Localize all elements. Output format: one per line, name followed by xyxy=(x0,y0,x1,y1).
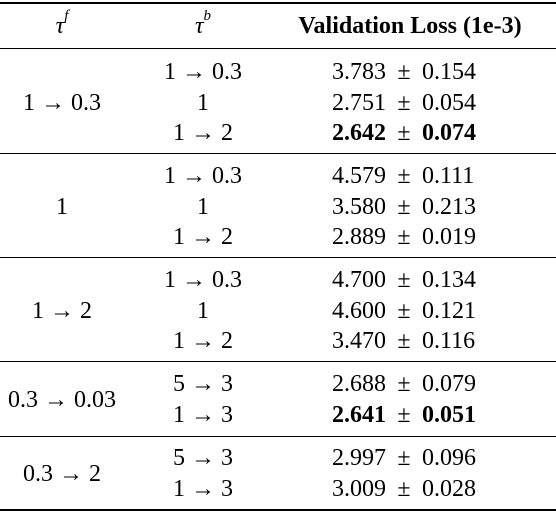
loss-std: 0.028 xyxy=(422,475,476,502)
validation-loss-cell: 4.600 ±0.121 xyxy=(318,296,476,326)
loss-mean: 4.600 xyxy=(332,297,386,324)
loss-mean: 2.641 xyxy=(332,401,386,428)
group-separator xyxy=(0,361,556,362)
loss-mean: 2.688 xyxy=(332,371,386,397)
loss-std: 0.213 xyxy=(422,193,476,220)
loss-std: 0.019 xyxy=(422,224,476,250)
validation-loss-cell: 3.470 ±0.116 xyxy=(318,326,475,356)
group-separator xyxy=(0,153,556,154)
validation-loss-cell: 2.641 ±0.051 xyxy=(318,400,476,430)
tau-f-cell: 0.3 → 2 xyxy=(23,460,101,487)
validation-loss-cell: 3.580 ±0.213 xyxy=(318,192,476,222)
tau-b-cell: 1 xyxy=(197,89,209,116)
loss-mean: 3.783 xyxy=(332,59,386,85)
loss-std: 0.051 xyxy=(422,401,476,428)
plus-minus-symbol: ± xyxy=(397,328,411,354)
tau-f-cell: 1 → 2 xyxy=(32,297,92,324)
loss-mean: 2.997 xyxy=(332,445,386,471)
plus-minus-symbol: ± xyxy=(397,445,411,471)
header-validation-loss: Validation Loss (1e-3) xyxy=(298,13,522,39)
loss-std: 0.054 xyxy=(422,89,476,116)
plus-minus-symbol: ± xyxy=(397,475,411,502)
tau-f-cell: 1 xyxy=(56,193,68,220)
header-tau-f-sup: f xyxy=(64,8,69,24)
loss-std: 0.121 xyxy=(422,297,476,324)
bottom-rule xyxy=(0,509,556,511)
validation-loss-cell: 4.579 ±0.111 xyxy=(318,161,474,191)
loss-std: 0.074 xyxy=(422,120,476,146)
loss-mean: 4.700 xyxy=(332,267,386,293)
plus-minus-symbol: ± xyxy=(397,163,411,189)
plus-minus-symbol: ± xyxy=(397,297,411,324)
loss-std: 0.096 xyxy=(422,445,476,471)
validation-loss-cell: 4.700 ±0.134 xyxy=(318,265,476,295)
loss-mean: 2.889 xyxy=(332,224,386,250)
group-separator xyxy=(0,257,556,258)
validation-loss-cell: 2.642 ±0.074 xyxy=(318,118,476,148)
validation-loss-cell: 3.009 ±0.028 xyxy=(318,474,476,504)
header-tau-f: τf xyxy=(56,8,69,44)
plus-minus-symbol: ± xyxy=(397,267,411,293)
validation-loss-cell: 3.783 ±0.154 xyxy=(318,57,476,87)
group-separator xyxy=(0,436,556,437)
tau-f-cell: 0.3 → 0.03 xyxy=(8,386,116,413)
plus-minus-symbol: ± xyxy=(397,59,411,85)
tau-b-cell: 1 → 0.3 xyxy=(164,163,242,189)
tau-b-cell: 1 xyxy=(197,193,209,220)
loss-std: 0.111 xyxy=(422,163,475,189)
validation-loss-cell: 2.997 ±0.096 xyxy=(318,443,476,473)
tau-b-cell: 1 → 2 xyxy=(173,224,233,250)
plus-minus-symbol: ± xyxy=(397,371,411,397)
tau-b-cell: 1 → 3 xyxy=(173,475,233,502)
validation-loss-cell: 2.889 ±0.019 xyxy=(318,222,476,252)
tau-b-cell: 1 → 2 xyxy=(173,328,233,354)
loss-std: 0.079 xyxy=(422,371,476,397)
plus-minus-symbol: ± xyxy=(397,193,411,220)
tau-b-cell: 5 → 3 xyxy=(173,445,233,471)
loss-std: 0.116 xyxy=(422,328,476,354)
loss-std: 0.134 xyxy=(422,267,476,293)
loss-mean: 2.642 xyxy=(332,120,386,146)
tau-b-cell: 1 xyxy=(197,297,209,324)
header-tau-f-symbol: τ xyxy=(55,13,65,39)
tau-b-cell: 1 → 2 xyxy=(173,120,233,146)
loss-mean: 3.580 xyxy=(332,193,386,220)
loss-std: 0.154 xyxy=(422,59,476,85)
header-tau-b-sup: b xyxy=(203,8,212,24)
plus-minus-symbol: ± xyxy=(397,89,411,116)
plus-minus-symbol: ± xyxy=(397,224,411,250)
tau-b-cell: 1 → 0.3 xyxy=(164,59,242,85)
validation-loss-cell: 2.688 ±0.079 xyxy=(318,369,476,399)
header-tau-b-symbol: τ xyxy=(194,13,204,39)
plus-minus-symbol: ± xyxy=(397,120,411,146)
top-rule xyxy=(0,2,556,4)
header-tau-b: τb xyxy=(195,8,211,44)
loss-mean: 4.579 xyxy=(332,163,386,189)
plus-minus-symbol: ± xyxy=(397,401,411,428)
header-rule xyxy=(0,48,556,49)
tau-f-cell: 1 → 0.3 xyxy=(23,89,101,116)
validation-loss-cell: 2.751 ±0.054 xyxy=(318,88,476,118)
tau-b-cell: 1 → 3 xyxy=(173,401,233,428)
loss-mean: 3.470 xyxy=(332,328,386,354)
tau-b-cell: 5 → 3 xyxy=(173,371,233,397)
tau-b-cell: 1 → 0.3 xyxy=(164,267,242,293)
loss-mean: 3.009 xyxy=(332,475,386,502)
loss-mean: 2.751 xyxy=(332,89,386,116)
